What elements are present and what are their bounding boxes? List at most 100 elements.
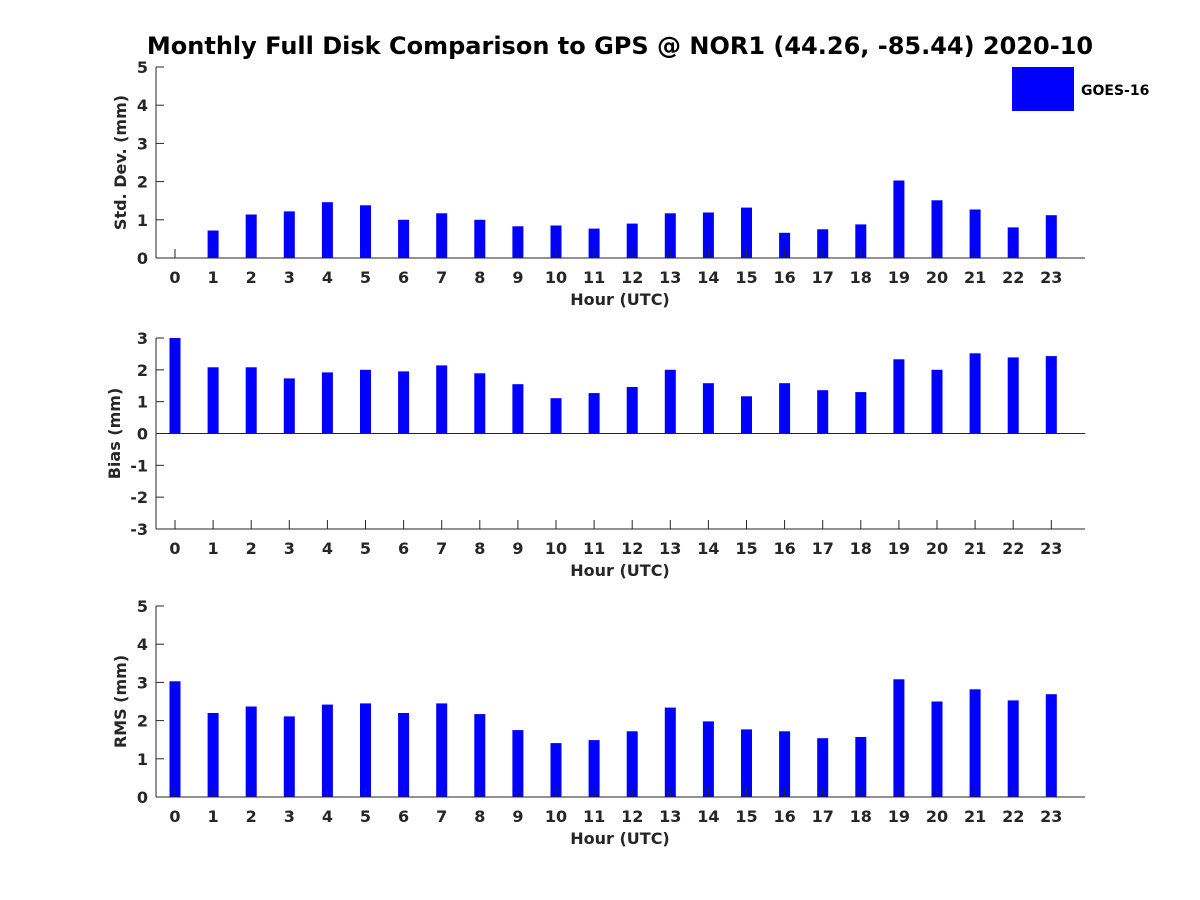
bias-x-tick-label: 4 xyxy=(322,539,333,558)
rms-bar-hour-21 xyxy=(969,689,981,797)
std-dev-x-tick-label: 1 xyxy=(208,268,219,287)
rms-bar-hour-3 xyxy=(283,716,295,797)
bias-x-tick-label: 16 xyxy=(773,539,795,558)
bias-y-tick-label: 0 xyxy=(137,425,148,444)
bias-bar-hour-12 xyxy=(626,387,638,434)
bias-y-tick-label: -3 xyxy=(130,520,148,539)
bias-bar-hour-11 xyxy=(588,393,600,434)
rms-bar-hour-19 xyxy=(893,679,905,797)
std-dev-x-tick-label: 9 xyxy=(512,268,523,287)
std-dev-x-tick-label: 4 xyxy=(322,268,333,287)
rms-bar-hour-23 xyxy=(1045,694,1057,797)
rms-bar-hour-7 xyxy=(436,703,448,797)
std-dev-x-tick-label: 13 xyxy=(659,268,681,287)
rms-x-tick-label: 17 xyxy=(812,807,834,826)
std-dev-y-tick-label: 4 xyxy=(137,96,148,115)
rms-bar-hour-22 xyxy=(1007,700,1019,797)
rms-bar-hour-13 xyxy=(664,707,676,797)
std-dev-axes xyxy=(155,66,1085,259)
bias-bar-hour-21 xyxy=(969,353,981,434)
rms-x-tick-label: 19 xyxy=(888,807,910,826)
bias-bar-hour-10 xyxy=(550,398,562,434)
std-dev-x-tick-label: 19 xyxy=(888,268,910,287)
std-dev-bar-hour-16 xyxy=(779,232,791,258)
bias-bar-hour-0 xyxy=(169,338,181,434)
bias-x-tick-label: 17 xyxy=(812,539,834,558)
bias-bar-hour-9 xyxy=(512,384,524,434)
bias-bar-hour-16 xyxy=(779,383,791,434)
rms-bar-hour-5 xyxy=(360,703,371,797)
bias-bar-hour-8 xyxy=(474,373,486,434)
std-dev-bar-hour-19 xyxy=(893,180,905,258)
std-dev-bar-hour-9 xyxy=(512,226,524,258)
rms-y-tick-label: 5 xyxy=(137,597,148,616)
rms-y-axis-label: RMS (mm) xyxy=(111,655,130,748)
rms-axes xyxy=(155,605,1085,798)
std-dev-x-tick-label: 6 xyxy=(398,268,409,287)
rms-bar-hour-1 xyxy=(207,713,219,797)
bias-x-tick-label: 8 xyxy=(474,539,485,558)
legend-label-goes-16: GOES-16 xyxy=(1081,83,1149,99)
bias-bar-hour-6 xyxy=(398,371,410,434)
rms-x-tick-label: 4 xyxy=(322,807,333,826)
rms-x-tick-label: 5 xyxy=(360,807,371,826)
std-dev-bar-hour-23 xyxy=(1045,215,1057,258)
bias-y-tick-label: 3 xyxy=(137,329,148,348)
std-dev-x-tick-label: 5 xyxy=(360,268,371,287)
bias-bar-hour-17 xyxy=(817,390,829,434)
std-dev-bar-hour-15 xyxy=(741,207,752,258)
std-dev-bar-hour-11 xyxy=(588,228,600,258)
rms-x-tick-label: 14 xyxy=(697,807,719,826)
bias-x-tick-label: 23 xyxy=(1040,539,1062,558)
chart-title: Monthly Full Disk Comparison to GPS @ NO… xyxy=(147,32,1093,60)
std-dev-bar-hour-22 xyxy=(1007,227,1019,258)
bias-bar-hour-4 xyxy=(321,372,333,434)
rms-bar-hour-2 xyxy=(245,706,257,797)
rms-y-tick-label: 0 xyxy=(137,788,148,807)
rms-bar-hour-9 xyxy=(512,730,524,797)
rms-x-tick-label: 9 xyxy=(512,807,523,826)
std-dev-x-tick-label: 2 xyxy=(246,268,257,287)
legend: GOES-16 xyxy=(1012,67,1149,111)
std-dev-bar-hour-12 xyxy=(626,223,638,258)
rms-y-tick-label: 1 xyxy=(137,750,148,769)
bias-x-tick-label: 6 xyxy=(398,539,409,558)
std-dev-x-tick-label: 21 xyxy=(964,268,986,287)
rms-bar-hour-14 xyxy=(702,721,714,797)
bias-y-tick-label: -2 xyxy=(130,488,148,507)
std-dev-bar-hour-17 xyxy=(817,229,829,258)
rms-y-tick-label: 4 xyxy=(137,635,148,654)
std-dev-bar-hour-2 xyxy=(245,214,257,258)
bias-y-tick-label: -1 xyxy=(130,456,148,475)
rms-x-tick-label: 7 xyxy=(436,807,447,826)
bias-bar-hour-2 xyxy=(245,367,257,434)
std-dev-bars xyxy=(207,180,1057,258)
rms-x-axis-label: Hour (UTC) xyxy=(570,829,670,848)
std-dev-x-tick-label: 10 xyxy=(545,268,567,287)
std-dev-y-tick-label: 1 xyxy=(137,211,148,230)
std-dev-bar-hour-6 xyxy=(398,219,410,258)
rms-bars xyxy=(169,679,1057,797)
std-dev-x-tick-label: 8 xyxy=(474,268,485,287)
rms-x-tick-label: 12 xyxy=(621,807,643,826)
std-dev-x-tick-label: 15 xyxy=(735,268,757,287)
rms-bar-hour-15 xyxy=(741,729,752,797)
rms-x-tick-label: 1 xyxy=(208,807,219,826)
std-dev-x-tick-label: 14 xyxy=(697,268,719,287)
std-dev-bar-hour-21 xyxy=(969,209,981,258)
rms-x-tick-label: 13 xyxy=(659,807,681,826)
std-dev-y-tick-label: 5 xyxy=(137,58,148,77)
std-dev-bar-hour-4 xyxy=(321,202,333,258)
std-dev-y-tick-label: 3 xyxy=(137,134,148,153)
bias-bar-hour-14 xyxy=(702,383,714,434)
std-dev-y-tick-label: 2 xyxy=(137,173,148,192)
rms-bar-hour-8 xyxy=(474,714,486,797)
bias-x-tick-label: 7 xyxy=(436,539,447,558)
rms-x-tick-label: 22 xyxy=(1002,807,1024,826)
rms-bar-hour-11 xyxy=(588,740,600,797)
